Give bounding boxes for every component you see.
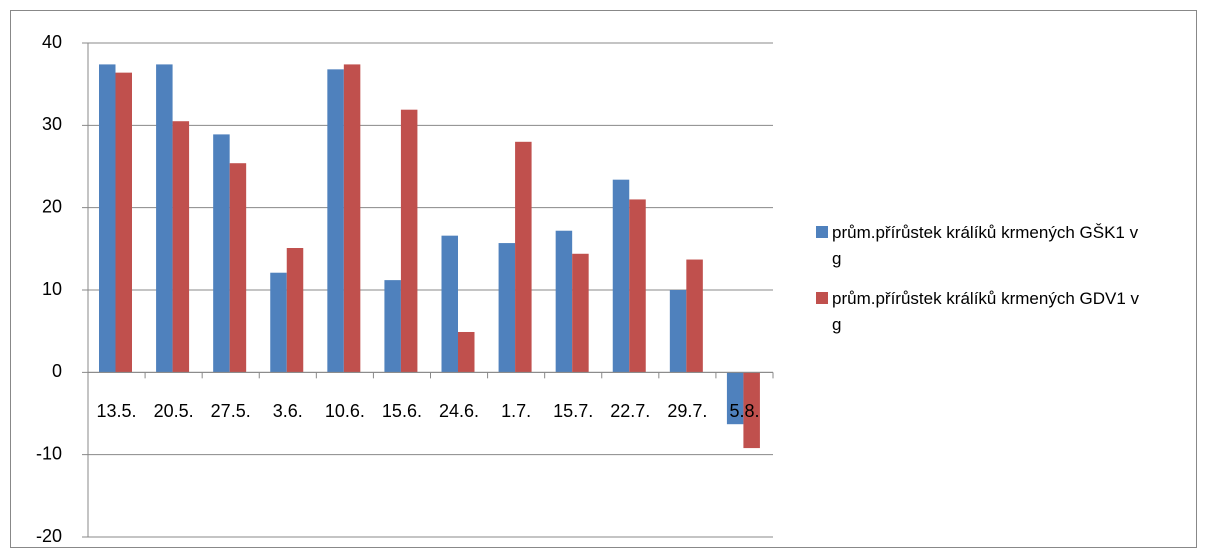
bar: [400, 109, 418, 373]
bar: [458, 331, 475, 373]
y-tick-label: 0: [52, 361, 62, 381]
chart-border: [10, 10, 1197, 548]
y-tick-label: 10: [42, 279, 62, 299]
legend-label: prům.přírůstek králíků krmených GDV1 v g: [832, 289, 1140, 334]
bar: [555, 230, 573, 373]
x-tick-label: 15.7.: [553, 401, 593, 421]
bar: [172, 121, 190, 373]
x-tick-label: 29.7.: [667, 401, 707, 421]
bar: [686, 259, 703, 373]
x-tick-label: 10.6.: [325, 401, 365, 421]
y-tick-label: -10: [36, 443, 62, 463]
bar: [286, 248, 304, 373]
legend-swatch: [816, 226, 828, 238]
y-tick-label: 20: [42, 196, 62, 216]
bar: [343, 64, 361, 373]
x-tick-label: 1.7.: [501, 401, 531, 421]
bar: [213, 134, 230, 373]
x-tick-label: 3.6.: [273, 401, 303, 421]
x-tick-label: 20.5.: [154, 401, 194, 421]
bar: [743, 372, 760, 449]
bar: [384, 280, 401, 373]
legend-item: prům.přírůstek králíků krmených GŠK1 v g: [816, 220, 1146, 272]
bar: [669, 290, 687, 373]
legend-item: prům.přírůstek králíků krmených GDV1 v g: [816, 286, 1146, 338]
bar: [99, 64, 116, 373]
bar: [515, 141, 532, 373]
bar: [156, 64, 173, 373]
legend: prům.přírůstek králíků krmených GŠK1 v g…: [816, 220, 1146, 352]
bar: [229, 163, 247, 373]
bar: [441, 235, 458, 373]
bar: [115, 72, 132, 373]
x-tick-label: 15.6.: [382, 401, 422, 421]
bar: [629, 199, 646, 373]
x-tick-label: 5.8.: [729, 401, 759, 421]
legend-label: prům.přírůstek králíků krmených GŠK1 v g: [832, 223, 1139, 268]
bar: [726, 372, 744, 425]
x-tick-label: 24.6.: [439, 401, 479, 421]
y-tick-label: 40: [42, 32, 62, 52]
bar: [327, 69, 344, 373]
x-tick-label: 22.7.: [610, 401, 650, 421]
y-tick-label: 30: [42, 114, 62, 134]
x-tick-label: 13.5.: [97, 401, 137, 421]
bar: [612, 179, 630, 373]
y-tick-label: -20: [36, 526, 62, 546]
legend-swatch: [816, 292, 828, 304]
x-tick-label: 27.5.: [211, 401, 251, 421]
bar: [270, 272, 287, 373]
bar: [572, 253, 589, 373]
bar: [498, 243, 516, 373]
